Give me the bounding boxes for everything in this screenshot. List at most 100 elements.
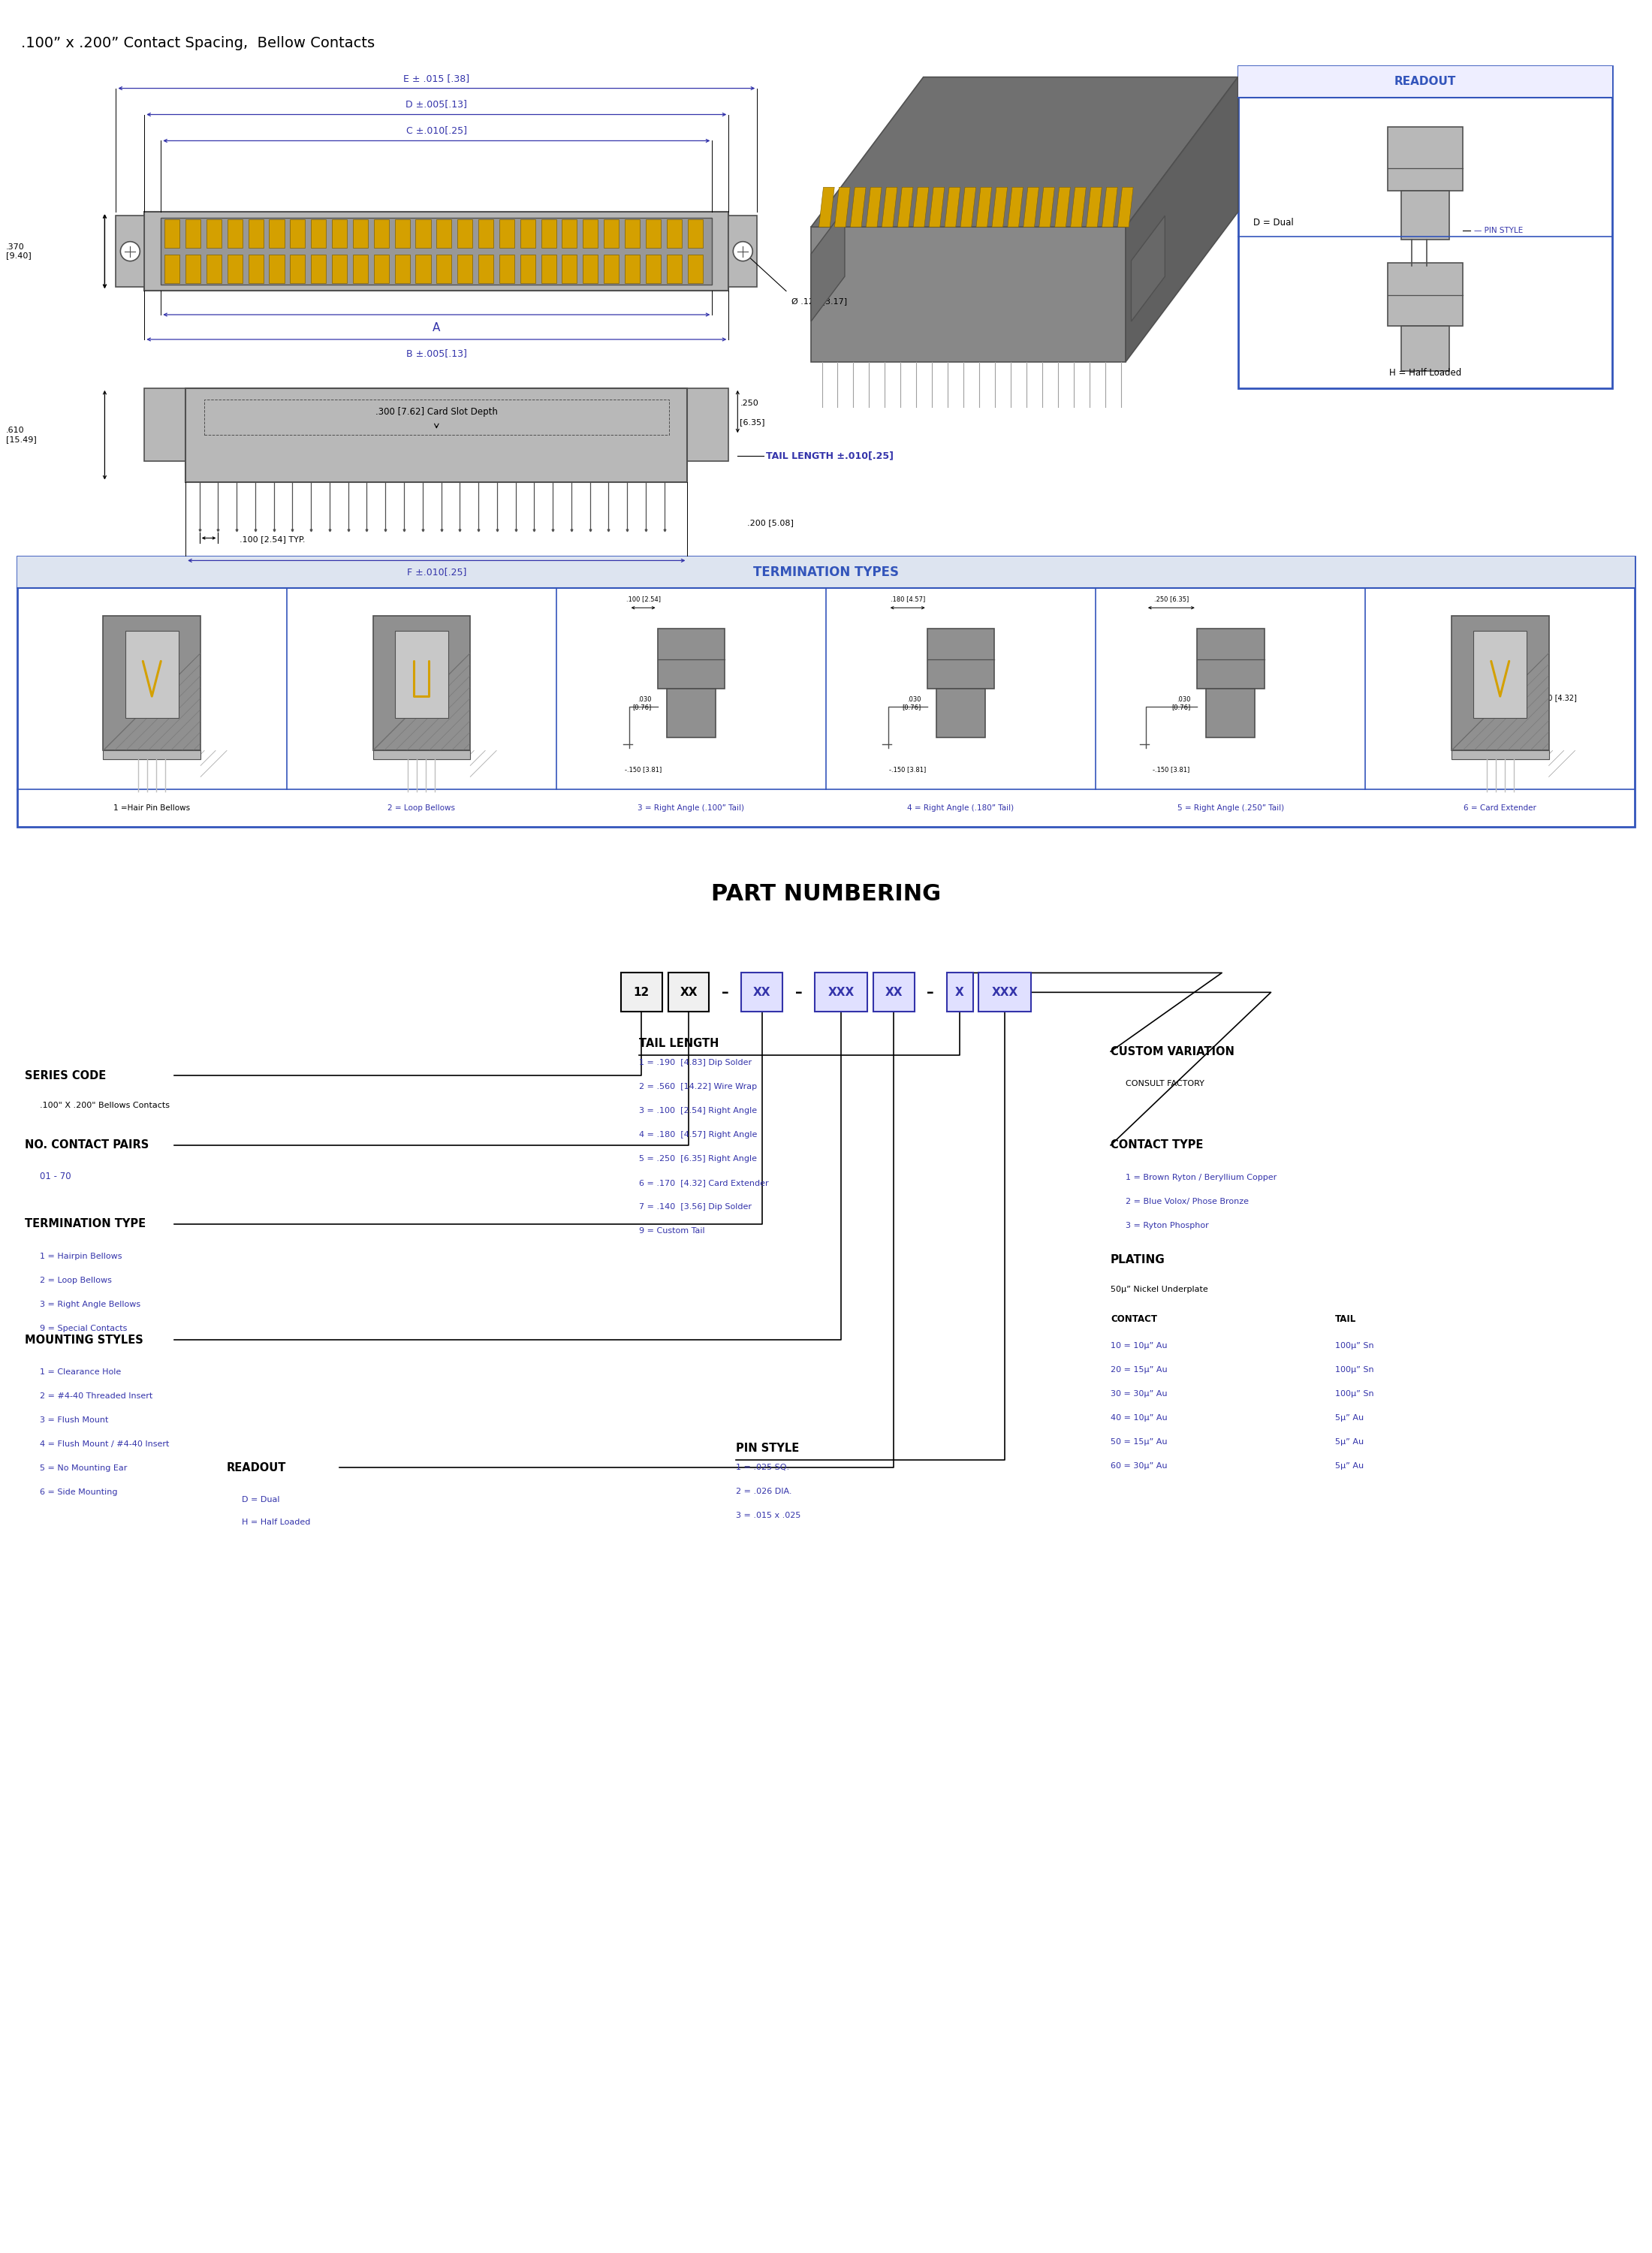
Bar xyxy=(624,255,639,284)
Text: 3 = .015 x .025: 3 = .015 x .025 xyxy=(737,1512,801,1519)
Text: 6 = Card Extender: 6 = Card Extender xyxy=(1464,804,1536,811)
Bar xyxy=(1388,126,1462,192)
Text: .100 [2.54]: .100 [2.54] xyxy=(626,595,661,602)
Bar xyxy=(687,219,702,248)
Text: –: – xyxy=(722,985,729,1000)
Bar xyxy=(646,255,661,284)
Text: 2 = Loop Bellows: 2 = Loop Bellows xyxy=(388,804,456,811)
Text: .250 [6.35]: .250 [6.35] xyxy=(1155,595,1189,602)
Polygon shape xyxy=(1008,187,1023,228)
Bar xyxy=(332,255,347,284)
Bar xyxy=(742,973,783,1012)
Text: 4 = Right Angle (.180” Tail): 4 = Right Angle (.180” Tail) xyxy=(907,804,1014,811)
Bar xyxy=(978,973,1031,1012)
Text: 3 = Right Angle Bellows: 3 = Right Angle Bellows xyxy=(40,1300,140,1309)
Bar xyxy=(311,219,325,248)
Bar xyxy=(562,219,577,248)
Text: .100 [2.54] TYP.: .100 [2.54] TYP. xyxy=(240,536,306,543)
Text: XX: XX xyxy=(679,987,697,998)
Bar xyxy=(165,219,180,248)
Text: 9 = Custom Tail: 9 = Custom Tail xyxy=(639,1228,704,1235)
Bar xyxy=(583,255,598,284)
Text: .030
[0.76]: .030 [0.76] xyxy=(902,696,922,710)
Text: TAIL LENGTH: TAIL LENGTH xyxy=(639,1039,719,1050)
Bar xyxy=(1401,327,1449,372)
Text: CONTACT TYPE: CONTACT TYPE xyxy=(1110,1140,1203,1151)
Text: -.150 [3.81]: -.150 [3.81] xyxy=(1153,766,1189,773)
Text: 2 = Blue Volox/ Phose Bronze: 2 = Blue Volox/ Phose Bronze xyxy=(1125,1199,1249,1205)
Polygon shape xyxy=(811,77,1237,228)
Bar xyxy=(291,255,306,284)
Bar xyxy=(354,219,368,248)
Text: .610
[15.49]: .610 [15.49] xyxy=(7,426,36,444)
Bar xyxy=(144,212,729,291)
Text: READOUT: READOUT xyxy=(226,1462,286,1473)
Polygon shape xyxy=(1132,216,1165,322)
Bar xyxy=(927,629,995,689)
Text: .200 [5.08]: .200 [5.08] xyxy=(1399,279,1439,286)
Text: MOUNTING STYLES: MOUNTING STYLES xyxy=(25,1334,144,1345)
Text: 2 = .560  [14.22] Wire Wrap: 2 = .560 [14.22] Wire Wrap xyxy=(639,1084,757,1090)
Bar xyxy=(1474,631,1526,719)
Text: [6.35]: [6.35] xyxy=(740,419,765,426)
Text: .180 [4.57]: .180 [4.57] xyxy=(890,595,925,602)
Bar xyxy=(657,629,725,689)
Bar xyxy=(126,631,178,719)
Text: 1 = Hairpin Bellows: 1 = Hairpin Bellows xyxy=(40,1253,122,1259)
Text: PIN STYLE: PIN STYLE xyxy=(737,1442,800,1453)
Text: 7 = .140  [3.56] Dip Solder: 7 = .140 [3.56] Dip Solder xyxy=(639,1203,752,1210)
Bar xyxy=(1237,65,1612,388)
Text: 6 = .170  [4.32] Card Extender: 6 = .170 [4.32] Card Extender xyxy=(639,1178,768,1187)
Bar xyxy=(102,750,200,759)
Text: 20 = 15μ” Au: 20 = 15μ” Au xyxy=(1110,1365,1168,1374)
Text: E ± .015 [.38]: E ± .015 [.38] xyxy=(403,74,469,83)
Bar xyxy=(583,219,598,248)
Polygon shape xyxy=(960,187,976,228)
Text: 40 = 10μ” Au: 40 = 10μ” Au xyxy=(1110,1415,1168,1422)
Text: PLATING: PLATING xyxy=(1110,1255,1165,1266)
Polygon shape xyxy=(928,187,945,228)
Polygon shape xyxy=(811,228,1125,363)
Text: 30 = 30μ” Au: 30 = 30μ” Au xyxy=(1110,1390,1168,1397)
Bar xyxy=(102,615,200,750)
Bar xyxy=(436,219,451,248)
Polygon shape xyxy=(1118,187,1133,228)
Bar xyxy=(269,219,284,248)
Text: .100” x .200” Contact Spacing,  Bellow Contacts: .100” x .200” Contact Spacing, Bellow Co… xyxy=(21,36,375,50)
Polygon shape xyxy=(811,210,844,322)
Text: H = Half Loaded: H = Half Loaded xyxy=(241,1519,311,1525)
Text: 01 - 70: 01 - 70 xyxy=(40,1172,71,1181)
Text: .100" X .200" Bellows Contacts: .100" X .200" Bellows Contacts xyxy=(40,1102,170,1108)
Bar xyxy=(144,388,185,462)
Text: CUSTOM VARIATION: CUSTOM VARIATION xyxy=(1110,1045,1234,1057)
Bar xyxy=(332,219,347,248)
Text: 4 = .180  [4.57] Right Angle: 4 = .180 [4.57] Right Angle xyxy=(639,1131,757,1138)
Bar xyxy=(729,216,757,286)
Text: TAIL LENGTH ±.010[.25]: TAIL LENGTH ±.010[.25] xyxy=(767,451,894,460)
Bar xyxy=(185,219,200,248)
Bar xyxy=(479,219,494,248)
Polygon shape xyxy=(1023,187,1039,228)
Text: NO. CONTACT PAIRS: NO. CONTACT PAIRS xyxy=(25,1140,149,1151)
Text: 1 = Brown Ryton / Beryllium Copper: 1 = Brown Ryton / Beryllium Copper xyxy=(1125,1174,1277,1181)
Bar xyxy=(520,255,535,284)
Text: 5μ” Au: 5μ” Au xyxy=(1335,1437,1365,1446)
Text: D ±.005[.13]: D ±.005[.13] xyxy=(406,99,468,110)
Bar xyxy=(416,255,431,284)
Text: 5 = Right Angle (.250” Tail): 5 = Right Angle (.250” Tail) xyxy=(1178,804,1284,811)
Text: 3 = Flush Mount: 3 = Flush Mount xyxy=(40,1417,107,1424)
Text: PART NUMBERING: PART NUMBERING xyxy=(710,883,942,906)
Bar xyxy=(116,216,144,286)
Text: 2 = .026 DIA.: 2 = .026 DIA. xyxy=(737,1487,791,1496)
Bar xyxy=(562,255,577,284)
Text: — PIN STYLE: — PIN STYLE xyxy=(1474,228,1523,234)
Text: 1 =Hair Pin Bellows: 1 =Hair Pin Bellows xyxy=(114,804,190,811)
Bar xyxy=(1452,750,1550,759)
Bar xyxy=(458,255,472,284)
Bar xyxy=(17,556,1635,827)
Bar xyxy=(373,615,471,750)
Bar xyxy=(1206,689,1256,737)
Bar xyxy=(395,255,410,284)
Text: 4 = Flush Mount / #4-40 Insert: 4 = Flush Mount / #4-40 Insert xyxy=(40,1440,169,1449)
Polygon shape xyxy=(866,187,882,228)
